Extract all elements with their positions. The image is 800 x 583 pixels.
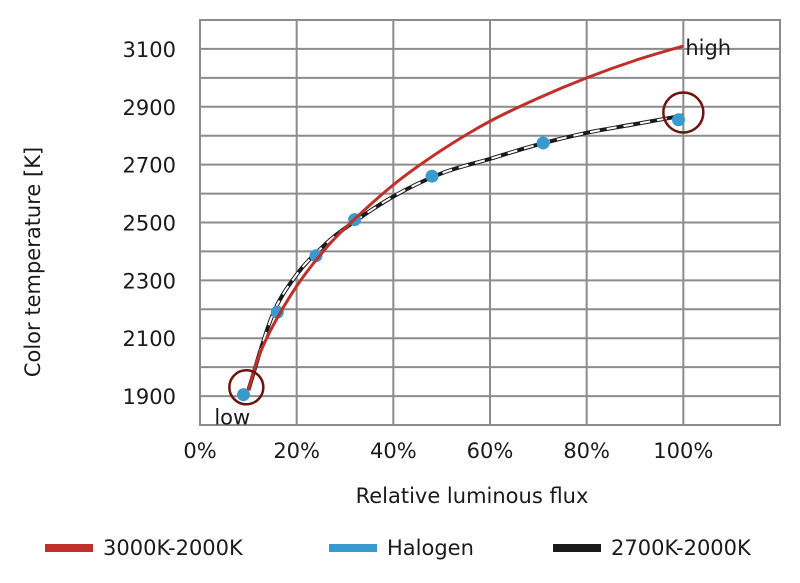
halogen-point xyxy=(237,388,250,402)
high-highlight-circle xyxy=(662,91,705,134)
chart: low high 1900 2100 2300 2500 2700 2900 3100 0% 20… xyxy=(21,19,781,508)
legend-swatch-halogen xyxy=(329,544,377,552)
x-tick-label: 60% xyxy=(467,439,514,463)
y-tick-label: 2300 xyxy=(123,269,176,293)
y-tick-label: 2500 xyxy=(123,212,176,236)
legend-label-3000k: 3000K-2000K xyxy=(103,536,243,560)
halogen-point xyxy=(270,305,284,319)
y-tick-label: 1900 xyxy=(123,385,176,409)
halogen-point xyxy=(672,113,685,127)
y-tick-label: 2700 xyxy=(123,154,176,178)
low-highlight-circle xyxy=(228,369,265,406)
legend-item-halogen: Halogen xyxy=(329,528,474,568)
y-tick-label: 3100 xyxy=(123,38,176,62)
x-tick-label: 80% xyxy=(563,439,610,463)
x-tick-label: 40% xyxy=(370,439,417,463)
legend-label-halogen: Halogen xyxy=(387,536,474,560)
halogen-point xyxy=(536,136,550,150)
series-layer xyxy=(237,44,685,402)
legend-item-2700k: 2700K-2000K xyxy=(553,528,751,568)
annotation-low: low xyxy=(214,405,250,429)
y-tick-label: 2100 xyxy=(123,327,176,351)
legend: 3000K-2000K Halogen 2700K-2000K xyxy=(0,528,800,568)
x-axis-label: Relative luminous flux xyxy=(356,484,589,508)
x-tick-label: 100% xyxy=(653,439,713,463)
grid xyxy=(199,19,781,426)
y-tick-label: 2900 xyxy=(123,96,176,120)
x-tick-label: 0% xyxy=(183,439,216,463)
halogen-point xyxy=(309,249,323,263)
series-2700k-line xyxy=(247,114,684,391)
legend-label-2700k: 2700K-2000K xyxy=(611,536,751,560)
legend-item-3000k: 3000K-2000K xyxy=(45,528,243,568)
x-tick-label: 20% xyxy=(273,439,320,463)
tick-labels: 1900 2100 2300 2500 2700 2900 3100 0% 20% 40% 60% 8… xyxy=(123,38,714,463)
legend-swatch-2700k xyxy=(553,544,601,552)
annotations: low high xyxy=(214,36,731,429)
legend-swatch-3000k xyxy=(45,544,93,552)
halogen-point xyxy=(425,169,439,183)
annotation-high: high xyxy=(685,36,731,60)
y-axis-label: Color temperature [K] xyxy=(21,147,45,377)
series-3000k-line xyxy=(246,44,684,391)
